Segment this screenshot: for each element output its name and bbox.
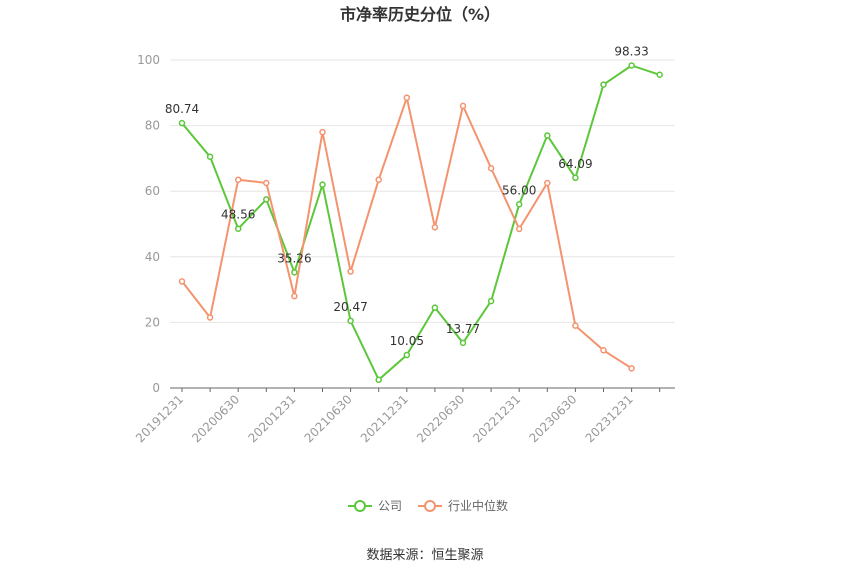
source-note: 数据来源：恒生聚源	[366, 548, 483, 563]
data-point[interactable]	[291, 269, 298, 276]
legend-label[interactable]: 公司	[378, 499, 402, 513]
data-label: 13.77	[446, 322, 480, 336]
data-point[interactable]	[572, 174, 579, 182]
x-tick-label: 20191231	[133, 392, 186, 445]
data-point[interactable]	[347, 317, 354, 325]
data-label: 80.74	[165, 102, 199, 116]
data-label: 48.56	[221, 208, 255, 222]
data-point[interactable]	[544, 132, 551, 139]
series-line-0	[181, 64, 661, 382]
data-label: 10.05	[390, 334, 424, 348]
data-point[interactable]	[431, 304, 439, 311]
data-point[interactable]	[178, 278, 186, 285]
y-tick-label: 20	[145, 315, 160, 329]
y-axis: 0 20 40 60 80 100	[137, 53, 160, 395]
y-tick-label: 0	[152, 381, 160, 395]
legend-marker	[354, 500, 366, 512]
data-point[interactable]	[459, 102, 467, 110]
chart-title: 市净率历史分位（%）	[340, 5, 500, 24]
data-point[interactable]	[375, 376, 382, 384]
data-point[interactable]	[487, 297, 495, 305]
x-tick-label: 20210630	[302, 392, 355, 445]
series-line-1	[181, 93, 633, 370]
data-point[interactable]	[234, 176, 242, 183]
data-label: 20.47	[333, 300, 367, 314]
data-point[interactable]	[459, 339, 467, 347]
data-point[interactable]	[600, 81, 607, 88]
data-point[interactable]	[515, 201, 523, 208]
data-label: 64.09	[558, 157, 592, 171]
legend-label[interactable]: 行业中位数	[448, 498, 508, 513]
data-point[interactable]	[515, 225, 523, 233]
series-group	[178, 62, 663, 384]
data-point[interactable]	[319, 181, 326, 188]
legend[interactable]: 公司 行业中位数	[348, 498, 508, 513]
x-tick-label: 20220630	[414, 392, 467, 445]
data-point[interactable]	[572, 322, 579, 329]
data-point[interactable]	[263, 179, 270, 187]
data-point[interactable]	[487, 164, 495, 172]
data-point[interactable]	[403, 94, 411, 101]
y-tick-label: 80	[145, 119, 160, 133]
data-point[interactable]	[600, 347, 607, 354]
x-axis: 20191231 20200630 20201231 20210630 20211231…	[133, 387, 675, 445]
data-label: 35.26	[277, 251, 311, 265]
x-tick-label: 20200630	[189, 392, 242, 445]
data-point[interactable]	[319, 128, 326, 136]
data-point[interactable]	[206, 314, 214, 321]
data-label: 56.00	[502, 183, 536, 197]
data-point[interactable]	[544, 179, 551, 187]
y-tick-label: 60	[145, 184, 160, 198]
data-point[interactable]	[431, 224, 439, 231]
data-point[interactable]	[263, 196, 270, 203]
x-tick-label: 20230630	[526, 392, 579, 445]
data-point[interactable]	[234, 225, 242, 232]
data-point[interactable]	[291, 292, 298, 300]
data-point[interactable]	[375, 176, 382, 183]
y-tick-label: 40	[145, 250, 160, 264]
data-labels: 80.74 48.56 35.26 20.47 10.05 13.77 56.00 64.09…	[165, 44, 649, 348]
data-point[interactable]	[628, 62, 635, 69]
x-tick-label: 20211231	[358, 392, 411, 445]
legend-marker	[424, 500, 436, 512]
data-point[interactable]	[656, 71, 663, 79]
data-point[interactable]	[347, 268, 354, 275]
data-point[interactable]	[178, 119, 186, 127]
data-point[interactable]	[206, 153, 214, 161]
y-tick-label: 100	[137, 53, 160, 67]
data-point[interactable]	[403, 351, 411, 359]
x-tick-label: 20231231	[583, 392, 636, 445]
x-tick-label: 20221231	[470, 392, 523, 445]
x-tick-label: 20201231	[245, 392, 298, 445]
data-point[interactable]	[628, 365, 635, 372]
data-label: 98.33	[614, 44, 648, 58]
